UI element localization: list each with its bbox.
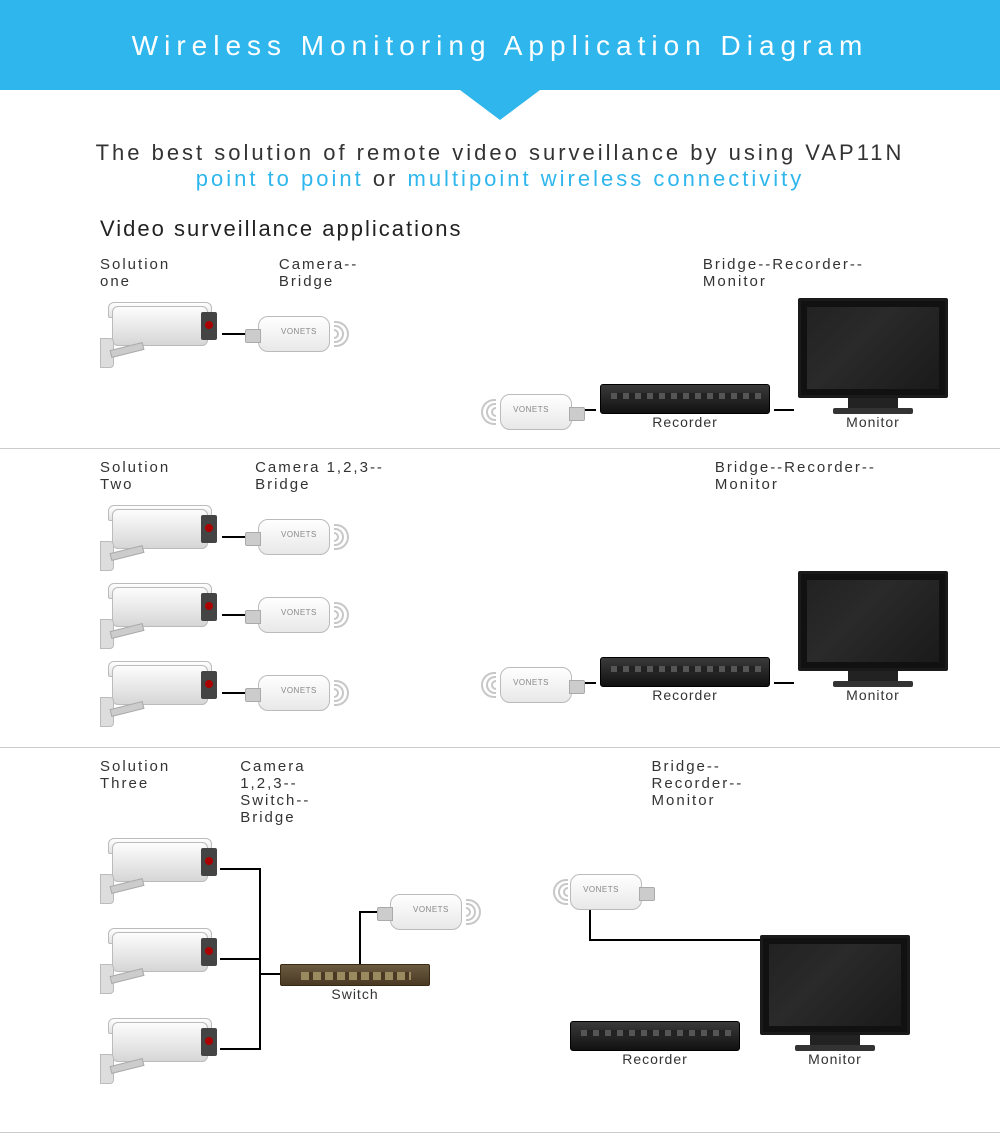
solution-1-name: Solution one <box>100 256 199 290</box>
solution-1-header: Solution one Camera--Bridge Bridge--Reco… <box>100 256 910 290</box>
recorder-icon: Recorder <box>570 1021 740 1067</box>
bridge-icon: VONETS <box>258 597 358 633</box>
camera-icon <box>100 298 220 370</box>
bridge-icon: VONETS <box>500 667 572 703</box>
wifi-signal-icon <box>334 519 358 555</box>
solution-2-header: Solution Two Camera 1,2,3--Bridge Bridge… <box>100 459 910 493</box>
solution-2-name: Solution Two <box>100 459 195 493</box>
wifi-signal-icon <box>466 894 490 930</box>
wifi-signal-icon <box>334 597 358 633</box>
recorder-icon: Recorder <box>600 384 770 430</box>
intro-highlight1: point to point <box>196 166 364 191</box>
solution-2: Solution Two Camera 1,2,3--Bridge Bridge… <box>0 449 1000 748</box>
monitor-icon: Monitor <box>760 935 910 1067</box>
solution-1-right-label: Bridge--Recorder--Monitor <box>703 256 910 290</box>
solution-2-right-label: Bridge--Recorder--Monitor <box>715 459 910 493</box>
banner-title: Wireless Monitoring Application Diagram <box>132 30 869 61</box>
bridge-icon: VONETS <box>390 894 490 930</box>
solution-3-header: Solution Three Camera 1,2,3--Switch--Bri… <box>100 758 910 826</box>
wifi-signal-icon <box>544 874 568 910</box>
solution-1-left: VONETS <box>100 298 358 370</box>
section-title: Video surveillance applications <box>0 198 1000 246</box>
banner: Wireless Monitoring Application Diagram <box>0 0 1000 90</box>
monitor-label: Monitor <box>760 1051 910 1067</box>
intro-mid: or <box>364 166 408 191</box>
intro-line1: The best solution of remote video survei… <box>96 140 905 165</box>
camera-icon <box>100 579 220 651</box>
intro-highlight2: multipoint wireless connectivity <box>408 166 805 191</box>
bridge-icon: VONETS <box>570 874 642 910</box>
wifi-signal-icon <box>334 675 358 711</box>
solution-1-right: VONETS Recorder Monitor <box>468 298 948 430</box>
solution-2-left: VONETS VONETS VONETS <box>100 501 358 729</box>
camera-icon <box>100 657 220 729</box>
wifi-signal-icon <box>472 394 496 430</box>
bridge-icon: VONETS <box>258 519 358 555</box>
wifi-signal-icon <box>334 316 358 352</box>
solution-3-left-label: Camera 1,2,3--Switch--Bridge <box>240 758 351 826</box>
solution-1: Solution one Camera--Bridge Bridge--Reco… <box>0 246 1000 449</box>
switch-label: Switch <box>280 986 430 1002</box>
solution-3-right: VONETS Recorder Monitor <box>540 834 910 1067</box>
solution-2-left-label: Camera 1,2,3--Bridge <box>255 459 415 493</box>
wire-icon <box>774 390 794 430</box>
recorder-label: Recorder <box>570 1051 740 1067</box>
solution-3-right-label: Bridge--Recorder--Monitor <box>652 758 750 826</box>
switch-icon: Switch <box>280 964 430 1002</box>
solution-3: Solution Three Camera 1,2,3--Switch--Bri… <box>0 748 1000 1133</box>
monitor-label: Monitor <box>798 687 948 703</box>
monitor-icon: Monitor <box>798 298 948 430</box>
recorder-icon: Recorder <box>600 657 770 703</box>
camera-icon <box>100 501 220 573</box>
solution-2-right: VONETS Recorder Monitor <box>468 571 948 703</box>
recorder-label: Recorder <box>600 687 770 703</box>
monitor-label: Monitor <box>798 414 948 430</box>
recorder-label: Recorder <box>600 414 770 430</box>
bridge-icon: VONETS <box>258 316 358 352</box>
solution-3-name: Solution Three <box>100 758 170 826</box>
banner-arrow <box>460 90 540 120</box>
bridge-icon: VONETS <box>500 394 572 430</box>
monitor-icon: Monitor <box>798 571 948 703</box>
wifi-signal-icon <box>472 667 496 703</box>
solution-1-left-label: Camera--Bridge <box>279 256 403 290</box>
bridge-icon: VONETS <box>258 675 358 711</box>
solution-3-left: Switch VONETS <box>100 834 470 1114</box>
wire-icon <box>774 663 794 703</box>
intro-text: The best solution of remote video survei… <box>0 120 1000 198</box>
